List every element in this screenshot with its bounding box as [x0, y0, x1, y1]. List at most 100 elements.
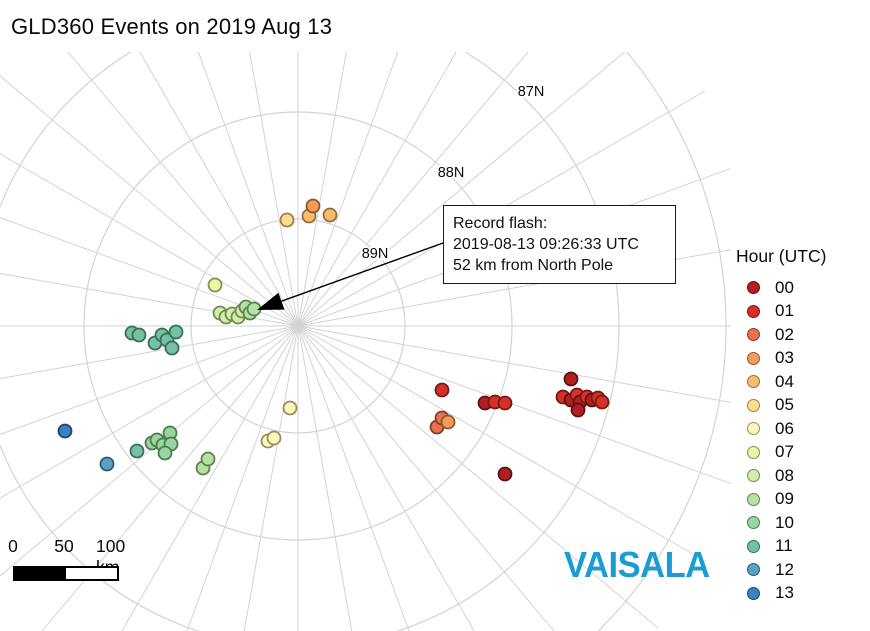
legend-item: 05 [736, 394, 826, 418]
annotation-arrowhead-icon [257, 292, 285, 310]
legend-item-label: 10 [775, 512, 794, 532]
grid-spoke [0, 217, 299, 327]
legend-item: 13 [736, 582, 826, 606]
grid-spoke [249, 52, 299, 327]
scale-bar-graphic [13, 566, 119, 581]
grid-spoke [0, 75, 299, 327]
legend-dot-icon [747, 492, 760, 506]
latitude-ring [83, 111, 513, 541]
event-points [57, 198, 610, 482]
grid-spoke [297, 325, 706, 562]
event-point-hour-11 [131, 327, 147, 343]
grid-spoke [67, 52, 299, 327]
grid-spoke [297, 52, 457, 327]
legend-item-label: 12 [775, 559, 794, 579]
grid-spoke [297, 325, 659, 629]
grid-spoke [139, 52, 299, 327]
legend-items: 00 01 02 03 04 05 06 07 08 09 10 11 12 13 [736, 276, 826, 605]
grid-spoke [297, 249, 731, 327]
latitude-ring-label: 89N [362, 246, 389, 262]
legend-dot-icon [747, 445, 760, 459]
grid-spoke [0, 153, 299, 327]
event-point-hour-05 [279, 212, 295, 228]
event-point-hour-09 [200, 451, 216, 467]
legend-item-label: 00 [775, 277, 794, 297]
legend-item-label: 13 [775, 583, 794, 603]
legend-title: Hour (UTC) [736, 246, 827, 266]
legend-dot-icon [747, 398, 760, 412]
grid-spoke [297, 52, 626, 327]
grid-spoke [297, 325, 555, 631]
event-point-hour-07 [207, 277, 223, 293]
annotation-line-3: 52 km from North Pole [453, 257, 614, 275]
legend-item: 09 [736, 488, 826, 512]
latitude-ring [0, 52, 620, 631]
scale-bar: 0 50 100 km [0, 536, 125, 581]
legend-item-label: 07 [775, 442, 794, 462]
legend-dot-icon [747, 328, 760, 342]
legend-item-label: 11 [775, 536, 793, 556]
grid-spoke [121, 325, 299, 631]
vaisala-logo: VAISALA [564, 544, 710, 585]
legend-dot-icon [747, 281, 760, 295]
grid-spoke [297, 325, 410, 631]
legend-item-label: 06 [775, 418, 794, 438]
legend-item: 07 [736, 441, 826, 465]
legend-dot-icon [747, 539, 760, 553]
legend-item: 02 [736, 323, 826, 347]
legend-item-label: 05 [775, 395, 794, 415]
latitude-ring [597, 52, 727, 631]
annotation-line-1: Record flash: [453, 215, 548, 232]
legend-item: 11 [736, 535, 826, 559]
legend-dot-icon [747, 469, 760, 483]
legend-dot-icon [747, 375, 760, 389]
event-point-hour-01 [434, 382, 450, 398]
grid-spoke [41, 325, 299, 631]
event-point-hour-01 [497, 395, 513, 411]
legend-item: 08 [736, 464, 826, 488]
grid-spoke [297, 325, 731, 403]
legend-item: 06 [736, 417, 826, 441]
annotation-line-2: 2019-08-13 09:26:33 UTC [453, 236, 639, 254]
legend-item-label: 09 [775, 489, 794, 509]
latitude-ring [190, 218, 406, 434]
event-point-hour-11 [129, 443, 145, 459]
latitude-ring-labels: 89N 88N 87N [360, 82, 547, 264]
event-point-hour-11 [168, 324, 184, 340]
record-flash-annotation: Record flash: 2019-08-13 09:26:33 UTC 52… [443, 205, 676, 285]
grid-spoke [243, 325, 299, 631]
event-point-hour-00 [563, 371, 579, 387]
event-point-hour-13 [57, 423, 73, 439]
event-point-hour-12 [99, 456, 115, 472]
grid-spoke [197, 52, 299, 327]
chart-title: GLD360 Events on 2019 Aug 13 [11, 14, 333, 39]
grid-spoke [186, 325, 299, 631]
legend-item: 01 [736, 300, 826, 324]
legend-dot-icon [747, 422, 760, 436]
scale-bar-filled-segment [15, 568, 66, 579]
legend-item: 04 [736, 370, 826, 394]
event-point-hour-11 [164, 340, 180, 356]
scale-label-50: 50 [54, 536, 74, 556]
grid-spoke [297, 325, 353, 631]
legend-dot-icon [747, 586, 760, 600]
annotation-arrow [257, 242, 444, 310]
grid-spoke [297, 52, 399, 327]
legend-item: 10 [736, 511, 826, 535]
legend-dot-icon [747, 516, 760, 530]
polar-grid [0, 52, 731, 631]
legend-item-label: 08 [775, 465, 794, 485]
grid-spoke [297, 52, 347, 327]
scale-bar-labels: 0 50 100 km [0, 536, 125, 577]
legend-item-label: 02 [775, 324, 794, 344]
grid-spoke [0, 325, 299, 577]
event-point-hour-06 [282, 400, 298, 416]
annotation-arrow-line [281, 242, 444, 302]
legend-dot-icon [747, 351, 760, 365]
legend-item-label: 04 [775, 371, 794, 391]
legend-item: 03 [736, 347, 826, 371]
grid-spoke [0, 325, 299, 499]
legend-dot-icon [747, 304, 760, 318]
grid-spoke [297, 325, 475, 631]
